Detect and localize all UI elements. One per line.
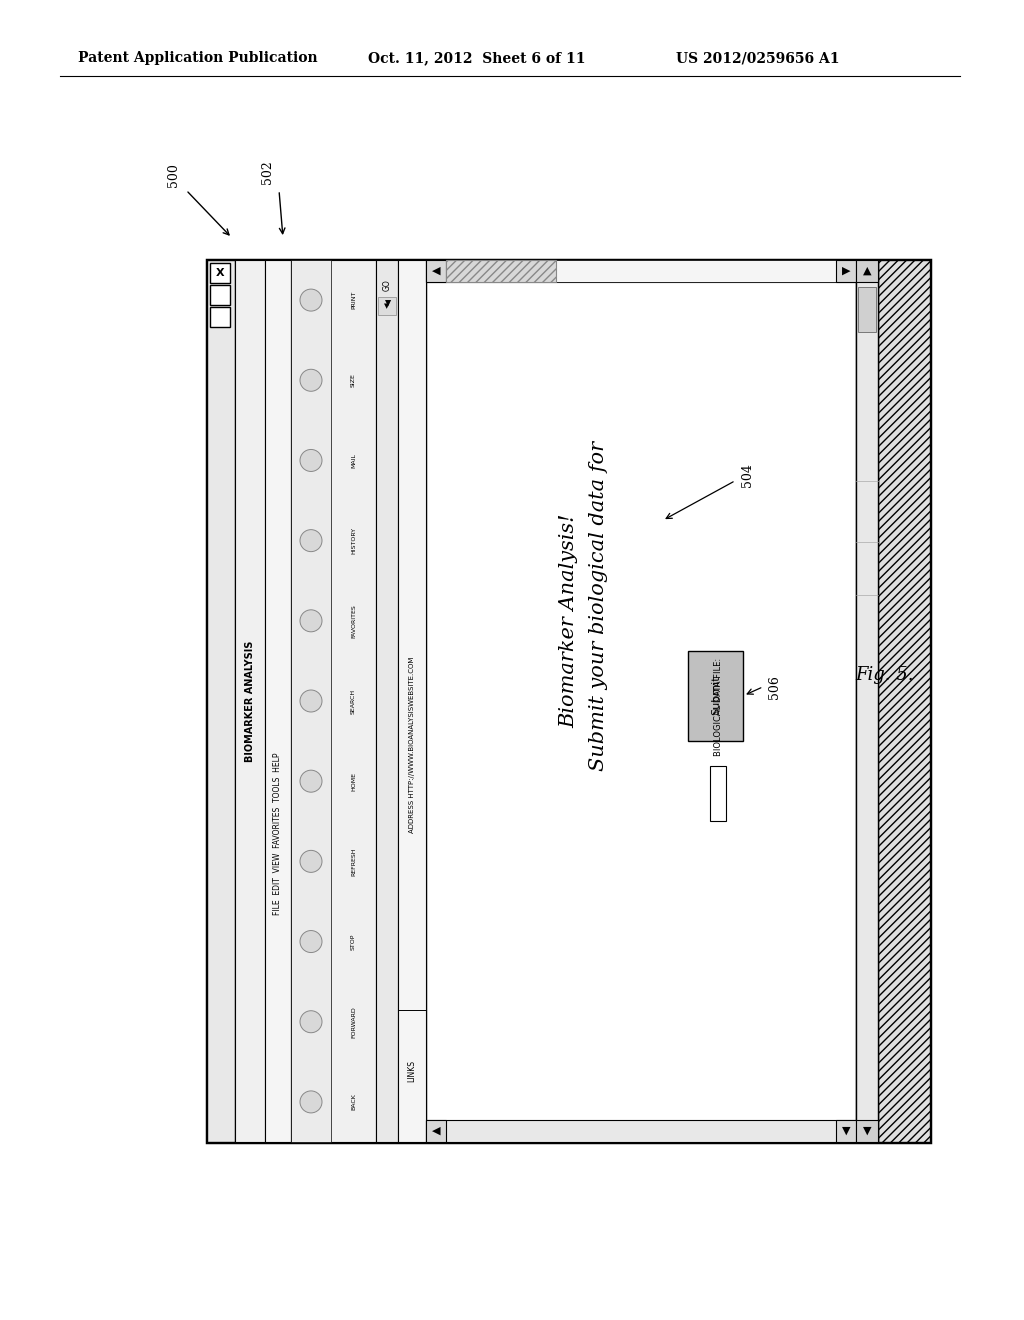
- Text: FILE  EDIT  VIEW  FAVORITES  TOOLS  HELP: FILE EDIT VIEW FAVORITES TOOLS HELP: [273, 752, 283, 915]
- Text: Submit: Submit: [711, 676, 721, 715]
- Bar: [265, 260, 291, 1142]
- Text: ◀: ◀: [432, 267, 440, 276]
- Circle shape: [300, 1090, 322, 1113]
- Text: REFRESH: REFRESH: [351, 847, 356, 875]
- Text: HISTORY: HISTORY: [351, 527, 356, 554]
- Circle shape: [300, 289, 322, 312]
- Circle shape: [300, 370, 322, 391]
- Text: ▶: ▶: [383, 298, 391, 305]
- Bar: [858, 286, 876, 333]
- Bar: [376, 260, 398, 1142]
- Text: Fig. 5.: Fig. 5.: [855, 667, 913, 684]
- Text: BACK: BACK: [351, 1093, 356, 1110]
- Text: ◀: ◀: [432, 1126, 440, 1137]
- Text: FORWARD: FORWARD: [351, 1006, 356, 1038]
- Text: FAVORITES: FAVORITES: [351, 605, 356, 638]
- Text: STOP: STOP: [351, 933, 356, 949]
- Text: ▼: ▼: [842, 1126, 850, 1137]
- Bar: [207, 260, 234, 1142]
- Bar: [426, 260, 856, 1142]
- Circle shape: [300, 690, 322, 711]
- Bar: [856, 1119, 878, 1142]
- Bar: [856, 260, 878, 282]
- Text: GO: GO: [383, 279, 391, 290]
- Bar: [688, 651, 743, 741]
- Bar: [210, 285, 230, 305]
- Text: BIOLOGICAL DATA FILE:: BIOLOGICAL DATA FILE:: [714, 657, 723, 755]
- Text: 506: 506: [768, 675, 781, 698]
- Text: X: X: [216, 268, 224, 279]
- Text: ▼: ▼: [384, 304, 390, 309]
- Circle shape: [300, 770, 322, 792]
- Text: Patent Application Publication: Patent Application Publication: [78, 51, 317, 65]
- Circle shape: [300, 449, 322, 471]
- Text: HOME: HOME: [351, 772, 356, 791]
- Text: 500: 500: [168, 164, 180, 187]
- Bar: [234, 260, 265, 1142]
- Text: PRINT: PRINT: [351, 290, 356, 309]
- Bar: [210, 308, 230, 327]
- Bar: [210, 263, 230, 282]
- Bar: [426, 1119, 856, 1142]
- Text: 504: 504: [740, 463, 754, 487]
- Text: LINKS: LINKS: [408, 1060, 417, 1082]
- Circle shape: [300, 1011, 322, 1032]
- Bar: [291, 260, 331, 1142]
- Text: SEARCH: SEARCH: [351, 689, 356, 714]
- Text: Submit your biological data for: Submit your biological data for: [590, 441, 608, 771]
- Circle shape: [300, 931, 322, 953]
- Text: MAIL: MAIL: [351, 453, 356, 469]
- Text: Oct. 11, 2012  Sheet 6 of 11: Oct. 11, 2012 Sheet 6 of 11: [368, 51, 586, 65]
- Bar: [711, 766, 726, 821]
- Circle shape: [300, 610, 322, 632]
- Bar: [426, 260, 446, 282]
- Text: ▶: ▶: [842, 267, 850, 276]
- Text: ADDRESS HTTP://WWW.BIOANALYSISWEBSITE.COM: ADDRESS HTTP://WWW.BIOANALYSISWEBSITE.CO…: [409, 657, 415, 833]
- Bar: [856, 260, 878, 1142]
- Bar: [446, 260, 556, 282]
- Bar: [426, 1119, 446, 1142]
- Text: 502: 502: [261, 160, 274, 183]
- Text: ▲: ▲: [863, 267, 871, 276]
- Text: Biomarker Analysis!: Biomarker Analysis!: [559, 513, 579, 727]
- Bar: [878, 260, 930, 1142]
- Text: ▼: ▼: [863, 1126, 871, 1137]
- Bar: [398, 260, 426, 1142]
- Circle shape: [300, 850, 322, 873]
- Text: US 2012/0259656 A1: US 2012/0259656 A1: [676, 51, 840, 65]
- Text: BIOMARKER ANALYSIS: BIOMARKER ANALYSIS: [245, 640, 255, 762]
- Bar: [836, 260, 856, 282]
- Bar: [378, 297, 396, 315]
- Circle shape: [300, 529, 322, 552]
- Bar: [291, 260, 376, 1142]
- Text: SIZE: SIZE: [351, 374, 356, 387]
- Bar: [556, 260, 836, 282]
- Bar: [836, 1119, 856, 1142]
- Bar: [426, 260, 856, 282]
- Bar: [207, 260, 930, 1142]
